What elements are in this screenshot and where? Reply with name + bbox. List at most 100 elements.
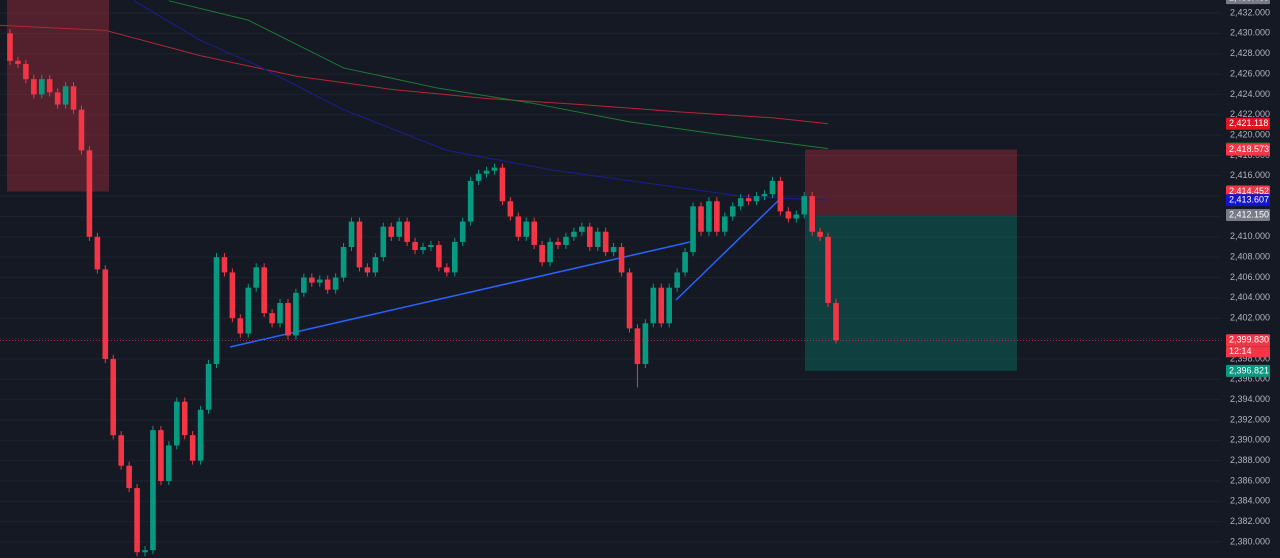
candle-body bbox=[134, 488, 140, 553]
stop-loss-zone bbox=[805, 149, 1017, 215]
candle-body bbox=[706, 201, 712, 232]
price-label-box bbox=[1226, 208, 1270, 221]
y-tick-label: 2,386.000 bbox=[1230, 475, 1270, 485]
candle-body bbox=[78, 109, 85, 151]
candle-body bbox=[277, 302, 283, 324]
candle-body bbox=[372, 257, 379, 273]
candle-body bbox=[261, 267, 267, 314]
y-tick-label: 2,430.000 bbox=[1230, 28, 1270, 38]
countdown-box bbox=[1226, 346, 1270, 358]
candle-body bbox=[666, 287, 673, 324]
candle-body bbox=[189, 435, 196, 461]
y-tick-label: 2,396.000 bbox=[1230, 374, 1270, 384]
candle-body bbox=[31, 79, 37, 95]
candle-body bbox=[547, 241, 553, 263]
candle-body bbox=[467, 180, 474, 222]
candle-body bbox=[348, 221, 355, 248]
candle-body bbox=[618, 247, 625, 273]
price-label: 2,418.573 bbox=[1229, 144, 1269, 154]
price-label-box bbox=[1226, 143, 1270, 156]
y-tick-label: 2,426.000 bbox=[1230, 68, 1270, 78]
y-tick-label: 2,410.000 bbox=[1230, 231, 1270, 241]
candle-body bbox=[745, 198, 752, 202]
candle-body bbox=[602, 231, 609, 253]
candle-body bbox=[459, 221, 466, 242]
y-tick-label: 2,388.000 bbox=[1230, 455, 1270, 465]
candle-body bbox=[579, 226, 585, 232]
candle-body bbox=[833, 302, 839, 341]
candle-body bbox=[571, 231, 577, 237]
price-label-box bbox=[1226, 117, 1270, 130]
candle-body bbox=[285, 302, 291, 336]
candle-body bbox=[221, 257, 228, 273]
y-tick-label: 2,384.000 bbox=[1230, 496, 1270, 506]
trend-line bbox=[229, 241, 691, 348]
candle-body bbox=[404, 221, 410, 242]
candle-body bbox=[523, 221, 530, 237]
candle-body bbox=[197, 409, 204, 461]
countdown: 12:14 bbox=[1229, 346, 1252, 356]
candle-body bbox=[46, 79, 53, 93]
candle-body bbox=[475, 173, 482, 181]
candle-body bbox=[737, 198, 744, 207]
y-tick-label: 2,390.000 bbox=[1230, 435, 1270, 445]
price-label-box bbox=[1226, 0, 1270, 5]
candle-body bbox=[301, 277, 307, 293]
y-tick-label: 2,420.000 bbox=[1230, 129, 1270, 139]
candle-body bbox=[269, 313, 275, 324]
candle-body bbox=[586, 226, 593, 248]
candle-body bbox=[7, 33, 13, 61]
candle-body bbox=[110, 358, 117, 436]
candle-body bbox=[650, 287, 657, 324]
y-tick-label: 2,406.000 bbox=[1230, 272, 1270, 282]
candle-body bbox=[817, 231, 823, 237]
candle-body bbox=[642, 323, 649, 364]
candle-body bbox=[499, 167, 506, 202]
candle-body bbox=[388, 226, 395, 237]
price-label: 2,413.607 bbox=[1229, 195, 1269, 205]
y-tick-label: 2,428.000 bbox=[1230, 48, 1270, 58]
candle-body bbox=[396, 221, 402, 237]
candle-body bbox=[491, 167, 498, 171]
candle-body bbox=[245, 287, 252, 334]
candle-body bbox=[594, 231, 601, 248]
candle-body bbox=[729, 206, 736, 217]
candle-body bbox=[801, 196, 808, 215]
candle-body bbox=[507, 201, 514, 217]
candle-body bbox=[126, 465, 132, 489]
price-axis: 2,380.000 2,382.000 2,384.000 2,386.000 2,38… bbox=[1226, 0, 1270, 546]
candle-body bbox=[682, 252, 688, 273]
candle-body bbox=[309, 277, 315, 283]
candle-body bbox=[420, 247, 426, 251]
candle-body bbox=[539, 244, 545, 263]
candle-body bbox=[102, 269, 109, 359]
candle-body bbox=[515, 216, 522, 237]
candle-body bbox=[483, 170, 490, 174]
price-label-box bbox=[1226, 334, 1270, 347]
candle-body bbox=[15, 60, 21, 64]
candle-body bbox=[150, 430, 156, 551]
y-tick-label: 2,424.000 bbox=[1230, 89, 1270, 99]
zones bbox=[0, 0, 1222, 371]
candle-body bbox=[23, 63, 29, 80]
moving-average bbox=[133, 0, 829, 201]
price-label: 2,421.118 bbox=[1229, 118, 1268, 128]
candle-body bbox=[722, 216, 728, 232]
moving-average bbox=[0, 24, 829, 125]
candles bbox=[7, 29, 839, 557]
candle-body bbox=[563, 236, 569, 245]
y-tick-label: 2,416.000 bbox=[1230, 170, 1270, 180]
y-tick-label: 2,422.000 bbox=[1230, 109, 1270, 119]
y-tick-label: 2,392.000 bbox=[1230, 414, 1270, 424]
candle-body bbox=[698, 206, 704, 232]
candle-body bbox=[753, 196, 760, 202]
candle-body bbox=[38, 79, 45, 95]
moving-averages bbox=[0, 0, 829, 201]
price-label: 2,433.469 bbox=[1229, 0, 1269, 2]
candle-body bbox=[118, 435, 124, 466]
y-tick-label: 2,402.000 bbox=[1230, 313, 1270, 323]
candle-body bbox=[324, 279, 331, 290]
candle-body bbox=[674, 272, 680, 288]
grid bbox=[0, 12, 1222, 543]
